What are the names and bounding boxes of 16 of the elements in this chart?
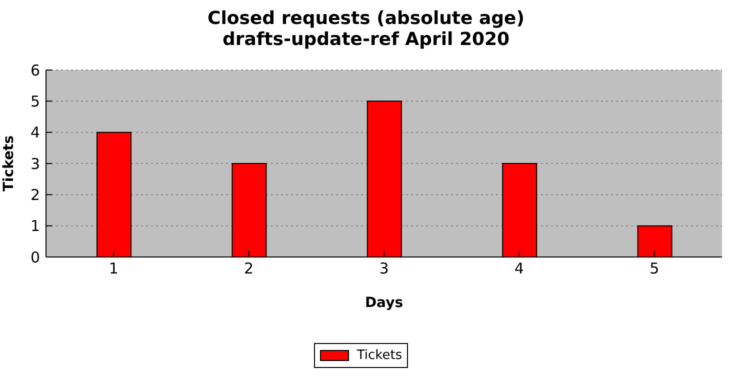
y-tick-label: 2 xyxy=(30,186,40,204)
x-tick-label: 1 xyxy=(108,260,118,278)
x-tick-label: 2 xyxy=(244,260,254,278)
y-tick-label: 1 xyxy=(30,217,40,236)
y-tick-label: 5 xyxy=(30,92,40,110)
x-tick-label: 5 xyxy=(650,260,660,278)
y-tick-label: 3 xyxy=(30,154,40,173)
y-tick-label: 4 xyxy=(30,124,40,142)
x-axis-title: Days xyxy=(364,295,404,311)
x-tick-label: 3 xyxy=(379,260,389,278)
chart-title: Closed requests (absolute age) drafts-update-ref April 2020 xyxy=(206,8,526,50)
y-tick-label: 6 xyxy=(30,61,40,80)
y-tick-label: 0 xyxy=(30,248,40,266)
x-tick-label: 4 xyxy=(514,260,524,278)
y-axis-title: Tickets xyxy=(0,135,17,192)
legend-label: Tickets xyxy=(356,348,402,363)
